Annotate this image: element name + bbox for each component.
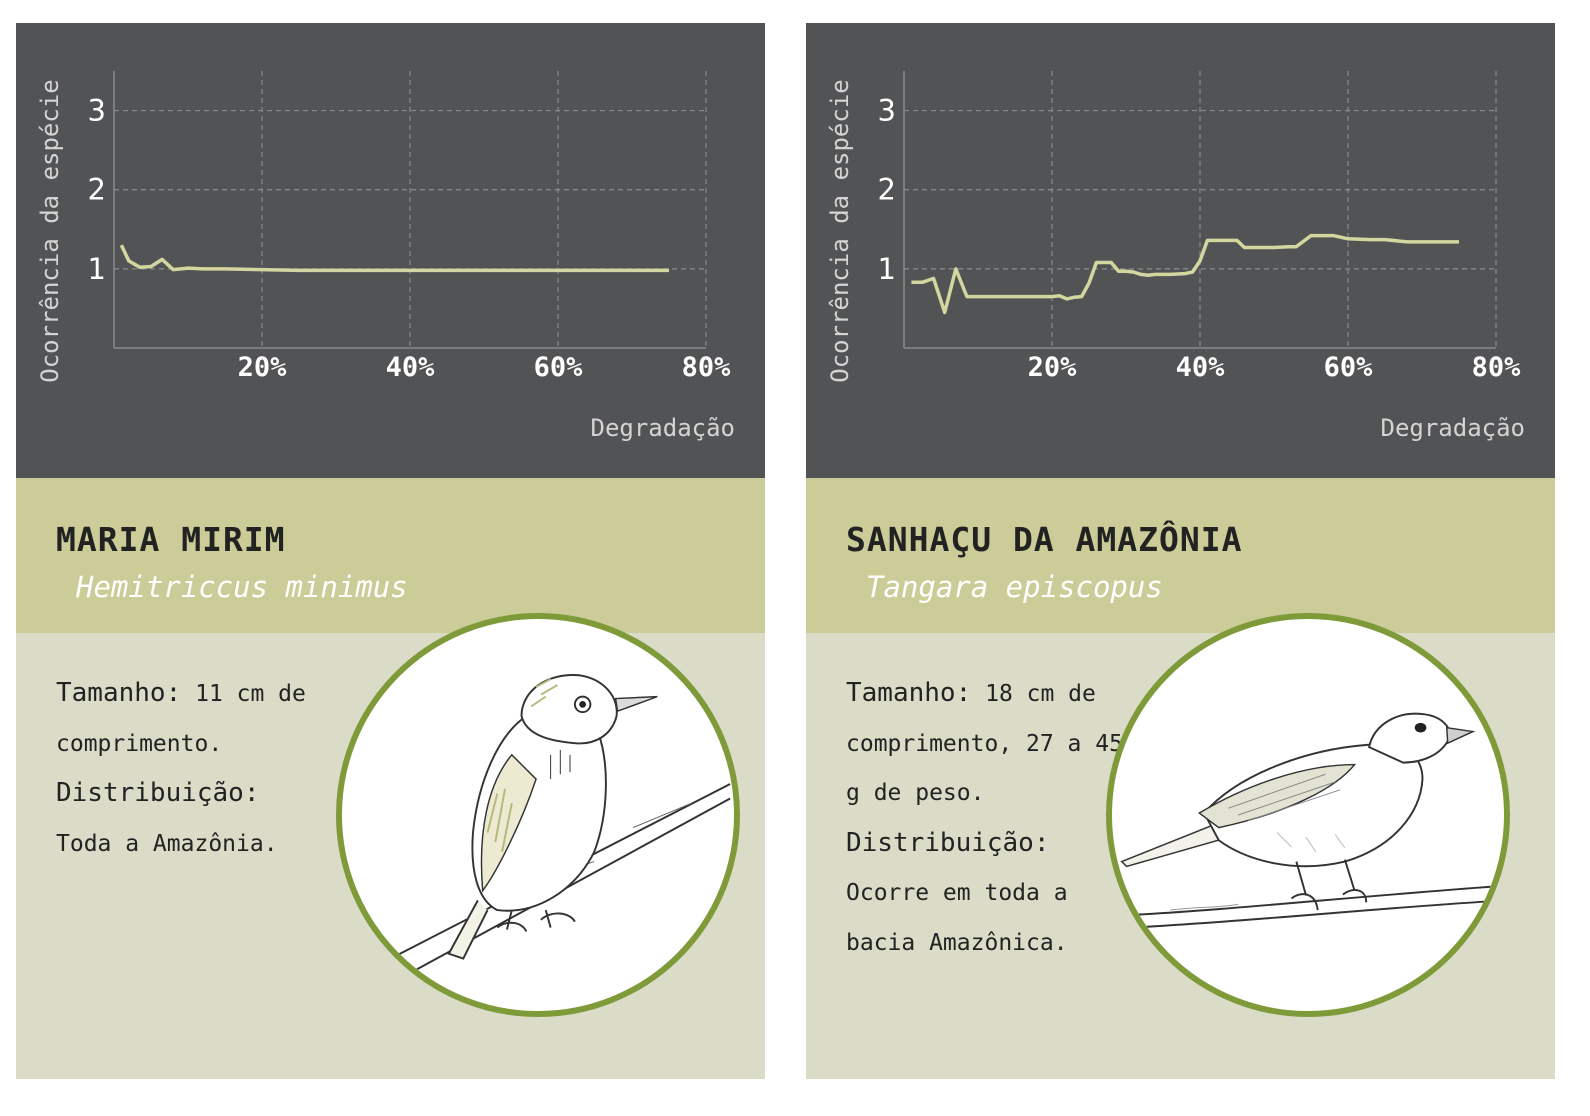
y-tick-label: 1 (878, 252, 896, 286)
common-name: MARIA MIRIM (56, 520, 286, 559)
species-card: 1 2 3 20% 40% 60% 80% Degradação Ocorrência da e… (806, 23, 1555, 1079)
size-text: 11 cm de comprimento. (56, 681, 306, 757)
distribution-text: Ocorre em toda a bacia Amazônica. (846, 880, 1068, 956)
y-tick-label: 1 (88, 252, 106, 286)
x-tick-label: 80% (682, 352, 732, 383)
x-tick-label: 40% (386, 352, 436, 383)
name-band: MARIA MIRIM Hemitriccus minimus (16, 478, 765, 633)
distribution-label: Distribuição: (56, 778, 260, 808)
common-name: SANHAÇU DA AMAZÔNIA (846, 520, 1243, 559)
perched-tanager-icon (1120, 712, 1504, 929)
species-info: Tamanho: 11 cm de comprimento. Distribui… (56, 669, 356, 869)
y-axis-label: Ocorrência da espécie (826, 79, 854, 382)
occurrence-line (119, 244, 669, 273)
species-info: Tamanho: 18 cm de comprimento, 27 a 45 g… (846, 669, 1146, 968)
scientific-name: Hemitriccus minimus (76, 570, 408, 604)
distribution-text: Toda a Amazônia. (56, 830, 278, 857)
distribution-label: Distribuição: (846, 827, 1050, 858)
size-text: 18 cm de comprimento, 27 a 45 g de peso. (846, 681, 1123, 806)
name-band: SANHAÇU DA AMAZÔNIA Tangara episcopus (806, 478, 1555, 633)
x-tick-label: 60% (1324, 352, 1374, 383)
x-tick-label: 40% (1176, 352, 1226, 383)
bird-illustration (336, 613, 740, 1017)
chart-panel: 1 2 3 20% 40% 60% 80% Degradação Ocorrência da e… (806, 23, 1555, 478)
occurrence-chart: 1 2 3 20% 40% 60% 80% Degradação Ocorrência da e… (36, 71, 736, 442)
x-axis-label: Degradação (591, 414, 736, 442)
y-tick-label: 2 (878, 173, 896, 207)
x-axis-label: Degradação (1381, 414, 1526, 442)
size-label: Tamanho: (56, 678, 182, 708)
occurrence-chart: 1 2 3 20% 40% 60% 80% Degradação Ocorrência da e… (826, 71, 1526, 442)
y-axis-label: Ocorrência da espécie (36, 79, 64, 382)
bird-illustration (1106, 613, 1510, 1017)
x-tick-label: 60% (534, 352, 584, 383)
chart-panel: 1 2 3 20% 40% 60% 80% Degradação Ocorrência da e… (16, 23, 765, 478)
perched-small-bird-icon (390, 674, 731, 975)
occurrence-line (911, 233, 1459, 315)
x-tick-label: 80% (1472, 352, 1522, 383)
y-tick-label: 2 (88, 173, 106, 207)
x-tick-label: 20% (238, 352, 288, 383)
species-card: 1 2 3 20% 40% 60% 80% Degradação Ocorrência da e… (16, 23, 765, 1079)
size-label: Tamanho: (846, 678, 972, 708)
scientific-name: Tangara episcopus (866, 570, 1163, 604)
x-tick-label: 20% (1028, 352, 1078, 383)
y-tick-label: 3 (878, 94, 896, 128)
y-tick-label: 3 (88, 94, 106, 128)
